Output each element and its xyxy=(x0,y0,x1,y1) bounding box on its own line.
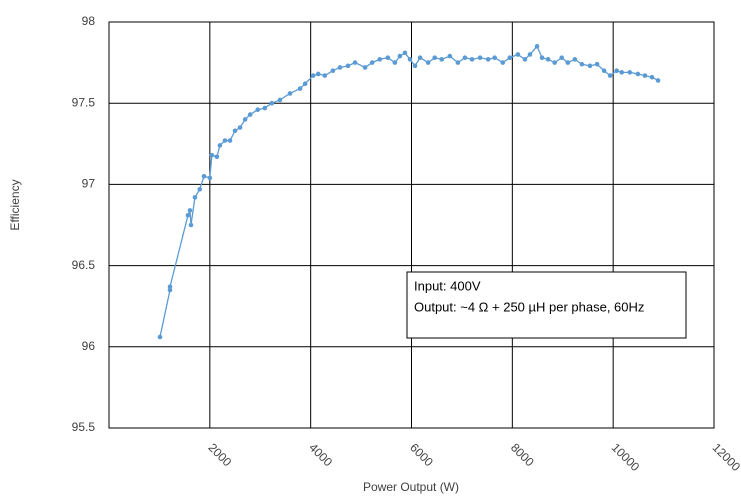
data-point xyxy=(315,71,321,77)
data-point xyxy=(642,73,648,78)
data-point xyxy=(655,78,661,83)
data-point xyxy=(545,57,551,62)
data-point xyxy=(209,152,215,158)
data-point xyxy=(425,60,431,65)
x-axis-label: Power Output (W) xyxy=(363,480,459,494)
data-point xyxy=(594,61,600,67)
data-point xyxy=(455,60,461,65)
data-point xyxy=(614,68,619,74)
data-point xyxy=(352,60,358,65)
data-point xyxy=(269,100,275,106)
data-point xyxy=(337,65,343,70)
data-point xyxy=(192,195,198,200)
data-point xyxy=(392,60,398,65)
data-point xyxy=(345,63,351,69)
data-point xyxy=(539,55,545,61)
y-tick-label: 96.5 xyxy=(72,258,96,272)
data-point xyxy=(385,55,391,61)
data-point xyxy=(247,112,253,117)
data-point xyxy=(255,107,261,112)
data-point xyxy=(185,212,191,218)
data-point xyxy=(167,287,173,293)
data-point xyxy=(534,44,540,49)
data-point xyxy=(469,57,475,62)
data-point xyxy=(462,55,468,61)
data-point xyxy=(635,71,641,77)
data-point xyxy=(322,73,328,78)
data-point xyxy=(500,60,506,65)
data-point xyxy=(217,143,223,148)
data-point xyxy=(188,222,194,228)
data-point xyxy=(619,70,625,75)
data-point xyxy=(297,86,303,91)
annotation-box xyxy=(406,271,687,339)
data-point xyxy=(507,55,513,61)
data-point xyxy=(627,70,633,75)
data-point xyxy=(527,52,533,57)
data-point xyxy=(417,55,423,61)
data-point xyxy=(407,57,413,62)
data-point xyxy=(587,63,593,69)
data-point xyxy=(485,57,491,62)
data-point xyxy=(552,60,557,65)
data-point xyxy=(402,50,408,56)
data-point xyxy=(565,60,571,65)
data-point xyxy=(412,63,418,69)
data-point xyxy=(492,55,497,61)
data-point xyxy=(207,175,213,181)
data-point xyxy=(477,55,483,61)
data-point xyxy=(362,65,368,70)
y-axis-label: Efficiency xyxy=(8,179,22,230)
data-point xyxy=(377,57,383,62)
data-point xyxy=(559,55,565,61)
y-tick-label: 98 xyxy=(82,14,96,28)
data-point xyxy=(262,105,268,111)
data-point xyxy=(601,68,607,74)
data-point xyxy=(277,97,283,103)
annotation-text: Output: ~4 Ω + 250 µH per phase, 60Hz xyxy=(414,299,644,314)
data-point xyxy=(214,154,220,160)
data-point xyxy=(330,68,336,74)
data-point xyxy=(167,284,173,290)
annotation-text: Input: 400V xyxy=(414,278,481,293)
data-point xyxy=(232,128,238,134)
data-point xyxy=(201,173,207,179)
data-point xyxy=(439,57,445,62)
data-point xyxy=(237,125,243,130)
data-point xyxy=(522,57,528,62)
data-point xyxy=(515,52,521,57)
data-point xyxy=(302,81,308,87)
data-point xyxy=(432,55,437,61)
data-point xyxy=(447,53,453,59)
data-point xyxy=(649,74,655,80)
data-point xyxy=(227,138,233,143)
data-point xyxy=(579,61,585,67)
data-point xyxy=(310,73,316,78)
data-point xyxy=(397,53,403,59)
data-point xyxy=(607,73,613,78)
y-tick-label: 97.5 xyxy=(72,95,96,109)
y-tick-label: 96 xyxy=(82,339,96,353)
data-point xyxy=(197,186,203,192)
data-point xyxy=(222,138,228,143)
data-point xyxy=(287,91,293,96)
data-point xyxy=(187,208,193,213)
data-point xyxy=(242,117,248,122)
data-point xyxy=(157,334,163,340)
y-tick-label: 97 xyxy=(82,177,96,191)
data-point xyxy=(572,57,578,62)
y-tick-label: 95.5 xyxy=(72,420,96,434)
data-point xyxy=(369,60,375,65)
